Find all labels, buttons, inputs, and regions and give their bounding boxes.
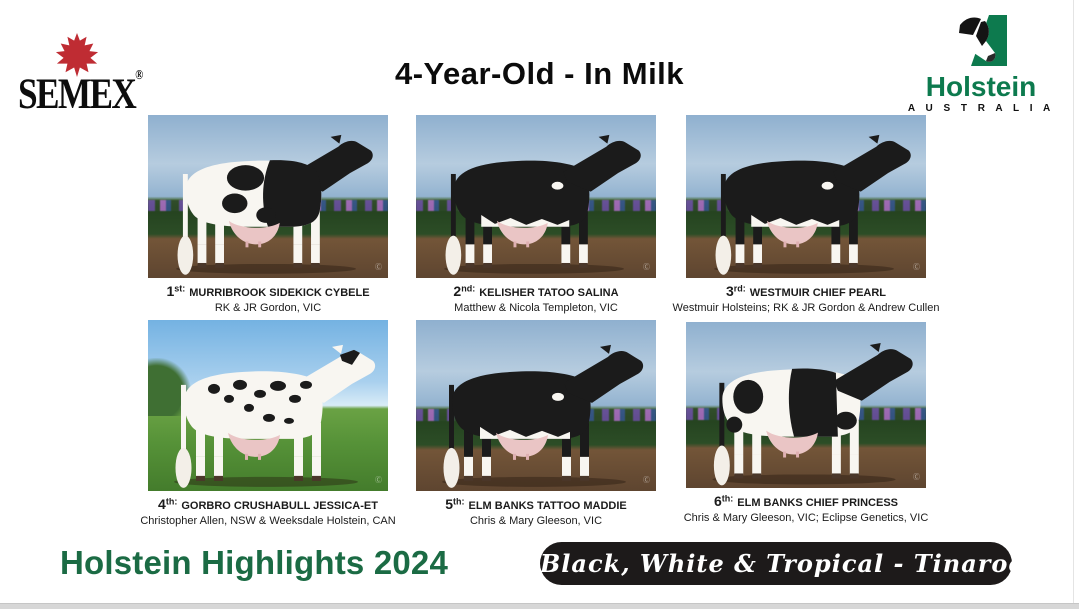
cow-photo-5: Ⓒ [416,320,656,491]
page-title: 4-Year-Old - In Milk [394,56,685,91]
rank-ordinal: nd: [461,283,476,294]
owner-name: Chris & Mary Gleeson, VIC [469,514,603,527]
cow-name: KELISHER TATOO SALINA [479,287,619,299]
rank-ordinal: th: [721,493,734,504]
cow-photo-4: Ⓒ [148,320,388,491]
holstein-australia-logo: Holstein A U S T R A L I A [905,12,1057,114]
result-caption-1: 1st: MURRIBROOK SIDEKICK CYBELE RK & JR G… [118,282,418,315]
photo-watermark: Ⓒ [913,474,920,481]
photo-watermark: Ⓒ [643,264,650,271]
result-caption-4: 4th: GORBRO CRUSHABULL JESSICA-ET Christo… [118,495,418,528]
result-4: Ⓒ 4th: GORBRO CRUSHABULL JESSICA-ET Chris… [140,320,396,527]
registered-mark: ® [135,66,144,83]
owner-name: Matthew & Nicola Templeton, VIC [454,301,618,314]
semex-logo: SEMEX® [18,22,168,118]
semex-wordmark: SEMEX® [18,66,144,118]
result-caption-6: 6th: ELM BANKS CHIEF PRINCESS Chris & Mar… [671,492,941,525]
result-caption-3: 3rd: WESTMUIR CHIEF PEARL Westmuir Holste… [625,282,987,315]
cow-name: ELM BANKS CHIEF PRINCESS [737,497,899,509]
result-2: Ⓒ 2nd: KELISHER TATOO SALINA Matthew & Ni… [416,115,656,314]
rank-ordinal: rd: [733,283,746,294]
rank-ordinal: th: [453,496,465,507]
result-caption-5: 5th: ELM BANKS TATTOO MADDIE Chris & Mary… [386,495,686,528]
category-badge: Black, White & Tropical - Tinaroo [540,542,1024,585]
owner-name: Westmuir Holsteins; RK & JR Gordon & And… [672,301,940,314]
rank-number: 6 [713,493,722,509]
photo-watermark: Ⓒ [643,477,650,484]
photo-watermark: Ⓒ [375,477,382,484]
holstein-logo-country: A U S T R A L I A [907,103,1055,115]
window-right-edge [1073,0,1074,603]
cow-name: GORBRO CRUSHABULL JESSICA-ET [181,500,378,512]
result-6: Ⓒ 6th: ELM BANKS CHIEF PRINCESS Chris & M… [684,322,928,524]
owner-name: Chris & Mary Gleeson, VIC; Eclipse Genet… [683,511,929,524]
window-bottom-edge [0,603,1079,609]
cow-name: MURRIBROOK SIDEKICK CYBELE [189,287,370,299]
rank-number: 2 [453,283,462,299]
photo-watermark: Ⓒ [375,264,382,271]
owner-name: Christopher Allen, NSW & Weeksdale Holst… [140,514,396,527]
result-caption-2: 2nd: KELISHER TATOO SALINA Matthew & Nico… [386,282,686,315]
holstein-cow-head-icon [958,15,1007,66]
maple-leaf-icon [55,32,99,78]
result-5: Ⓒ 5th: ELM BANKS TATTOO MADDIE Chris & Ma… [416,320,656,527]
cow-photo-6: Ⓒ [686,322,926,488]
footer-title: Holstein Highlights 2024 [60,544,449,581]
rank-ordinal: st: [174,283,186,294]
rank-number: 4 [158,496,166,512]
owner-name: RK & JR Gordon, VIC [214,301,322,314]
photo-watermark: Ⓒ [913,264,920,271]
rank-number: 1 [166,283,175,299]
holstein-logo-name: Holstein [925,71,1037,102]
cow-name: WESTMUIR CHIEF PEARL [749,287,887,299]
rank-number: 3 [725,283,734,299]
cow-photo-3: Ⓒ [686,115,926,278]
rank-number: 5 [445,496,453,512]
cow-photo-1: Ⓒ [148,115,388,278]
cow-photo-2: Ⓒ [416,115,656,278]
result-1: Ⓒ 1st: MURRIBROOK SIDEKICK CYBELE RK & JR… [148,115,388,314]
rank-ordinal: th: [165,496,178,507]
result-3: Ⓒ 3rd: WESTMUIR CHIEF PEARL Westmuir Hols… [673,115,939,314]
cow-name: ELM BANKS TATTOO MADDIE [468,500,627,512]
